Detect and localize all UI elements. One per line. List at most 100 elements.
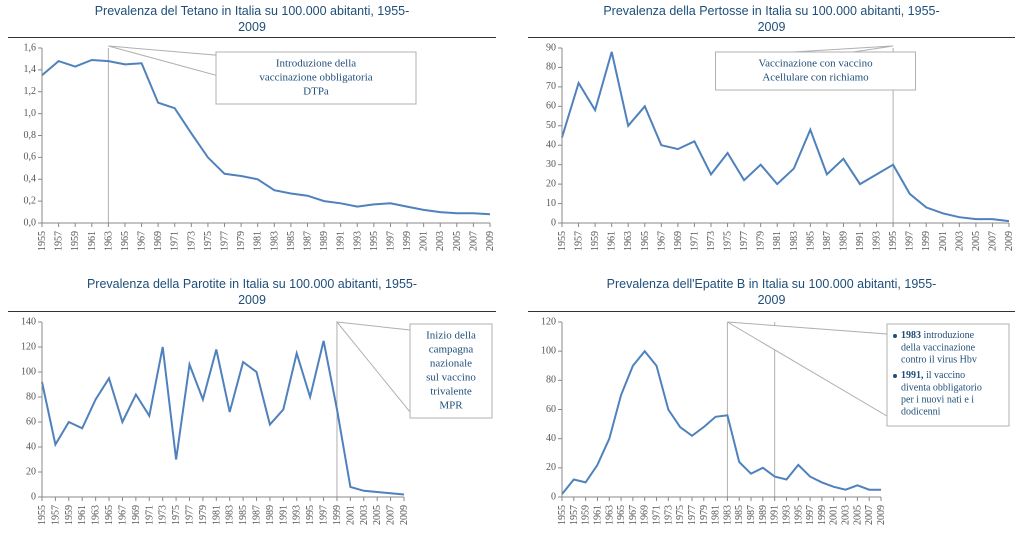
chart-parotite: 0204060801001201401955195719591961196319…: [8, 316, 496, 533]
svg-text:40: 40: [546, 140, 556, 151]
svg-text:1999: 1999: [921, 231, 932, 251]
svg-text:1975: 1975: [723, 231, 734, 251]
svg-text:1961: 1961: [87, 231, 98, 251]
svg-text:140: 140: [21, 316, 36, 327]
svg-text:DTPa: DTPa: [303, 86, 329, 98]
svg-text:1,0: 1,0: [24, 108, 37, 119]
svg-text:1993: 1993: [352, 231, 363, 251]
svg-text:1,2: 1,2: [24, 86, 37, 97]
svg-text:1985: 1985: [286, 231, 297, 251]
svg-text:1957: 1957: [569, 505, 580, 525]
svg-text:1967: 1967: [628, 505, 639, 525]
svg-text:1983 introduzione: 1983 introduzione: [901, 330, 975, 341]
svg-text:1971: 1971: [170, 231, 181, 251]
svg-text:contro il virus Hbv: contro il virus Hbv: [901, 354, 977, 365]
svg-text:0,4: 0,4: [24, 174, 37, 185]
svg-text:1999: 1999: [817, 505, 828, 525]
svg-text:1983: 1983: [789, 231, 800, 251]
svg-text:2009: 2009: [876, 505, 887, 525]
svg-text:100: 100: [21, 366, 36, 377]
svg-text:60: 60: [546, 403, 556, 414]
svg-text:1973: 1973: [186, 231, 197, 251]
svg-text:2003: 2003: [954, 231, 965, 251]
svg-text:vaccinazione obbligatoria: vaccinazione obbligatoria: [259, 72, 372, 84]
svg-text:1997: 1997: [805, 505, 816, 525]
svg-text:1977: 1977: [739, 231, 750, 251]
svg-text:0,6: 0,6: [24, 152, 37, 163]
svg-text:1963: 1963: [623, 231, 634, 251]
title-line1: Prevalenza del Tetano in Italia su 100.0…: [95, 4, 410, 18]
svg-text:1989: 1989: [838, 231, 849, 251]
svg-text:1995: 1995: [305, 505, 316, 525]
svg-text:1975: 1975: [203, 231, 214, 251]
svg-text:2007: 2007: [987, 231, 998, 251]
svg-text:20: 20: [546, 179, 556, 190]
svg-text:1957: 1957: [574, 231, 585, 251]
svg-text:1987: 1987: [822, 231, 833, 251]
svg-text:1955: 1955: [557, 231, 568, 251]
svg-text:2003: 2003: [359, 505, 370, 525]
svg-text:0,2: 0,2: [24, 196, 37, 207]
svg-text:1965: 1965: [640, 231, 651, 251]
svg-text:dodicenni: dodicenni: [901, 406, 941, 417]
svg-text:1969: 1969: [131, 505, 142, 525]
svg-text:1979: 1979: [756, 231, 767, 251]
svg-text:1983: 1983: [722, 505, 733, 525]
svg-text:1977: 1977: [184, 505, 195, 525]
svg-text:2001: 2001: [938, 231, 949, 251]
chart-tetano: 0,00,20,40,60,81,01,21,41,61955195719591…: [8, 42, 496, 259]
svg-text:1975: 1975: [675, 505, 686, 525]
svg-text:della vaccinazione: della vaccinazione: [901, 342, 976, 353]
svg-text:1997: 1997: [319, 505, 330, 525]
svg-text:1999: 1999: [402, 231, 413, 251]
svg-text:1983: 1983: [225, 505, 236, 525]
svg-text:1965: 1965: [104, 505, 115, 525]
svg-text:1991, il vaccino: 1991, il vaccino: [901, 370, 965, 381]
svg-text:2005: 2005: [372, 505, 383, 525]
svg-text:1955: 1955: [37, 231, 48, 251]
title-line2: 2009: [238, 20, 266, 34]
svg-text:1987: 1987: [302, 231, 313, 251]
svg-text:trivalente: trivalente: [430, 385, 472, 397]
svg-text:1997: 1997: [385, 231, 396, 251]
panel-pertosse: Prevalenza della Pertosse in Italia su 1…: [528, 4, 1015, 259]
svg-text:1961: 1961: [592, 505, 603, 525]
svg-text:1989: 1989: [319, 231, 330, 251]
svg-text:90: 90: [546, 43, 556, 54]
title-parotite: Prevalenza della Parotite in Italia su 1…: [8, 277, 496, 311]
svg-text:diventa obbligatorio: diventa obbligatorio: [901, 382, 982, 393]
svg-text:1979: 1979: [198, 505, 209, 525]
svg-text:1985: 1985: [238, 505, 249, 525]
svg-text:1979: 1979: [699, 505, 710, 525]
svg-text:1967: 1967: [117, 505, 128, 525]
svg-text:100: 100: [541, 345, 556, 356]
svg-text:2009: 2009: [1004, 231, 1015, 251]
svg-text:2003: 2003: [435, 231, 446, 251]
svg-text:1989: 1989: [265, 505, 276, 525]
svg-text:1969: 1969: [640, 505, 651, 525]
svg-text:1989: 1989: [758, 505, 769, 525]
svg-text:1977: 1977: [220, 231, 231, 251]
svg-text:1983: 1983: [269, 231, 280, 251]
title-line1: Prevalenza della Pertosse in Italia su 1…: [603, 4, 939, 18]
svg-text:1973: 1973: [663, 505, 674, 525]
svg-text:60: 60: [546, 101, 556, 112]
svg-text:0: 0: [551, 218, 556, 229]
svg-text:20: 20: [546, 462, 556, 473]
svg-text:120: 120: [21, 341, 36, 352]
svg-pertosse: 0102030405060708090195519571959196119631…: [528, 42, 1015, 259]
svg-text:120: 120: [541, 316, 556, 327]
svg-text:10: 10: [546, 198, 556, 209]
title-line1: Prevalenza dell'Epatite B in Italia su 1…: [607, 277, 937, 291]
svg-text:Acellulare con richiamo: Acellulare con richiamo: [762, 72, 869, 84]
svg-text:Inizio della: Inizio della: [426, 329, 476, 341]
svg-text:1959: 1959: [581, 505, 592, 525]
svg-text:1977: 1977: [687, 505, 698, 525]
svg-text:per i nuovi nati e i: per i nuovi nati e i: [901, 394, 974, 405]
svg-text:1985: 1985: [734, 505, 745, 525]
svg-text:60: 60: [26, 416, 36, 427]
svg-text:2003: 2003: [841, 505, 852, 525]
svg-text:2005: 2005: [852, 505, 863, 525]
svg-text:0,0: 0,0: [24, 218, 37, 229]
chart-grid: Prevalenza del Tetano in Italia su 100.0…: [8, 4, 1015, 532]
